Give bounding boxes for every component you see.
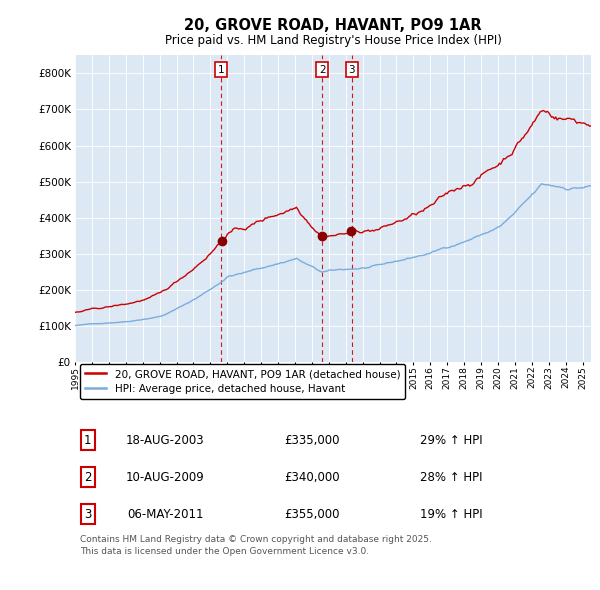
Text: 19% ↑ HPI: 19% ↑ HPI — [421, 507, 483, 520]
Text: 20, GROVE ROAD, HAVANT, PO9 1AR: 20, GROVE ROAD, HAVANT, PO9 1AR — [184, 18, 482, 32]
Text: 3: 3 — [348, 65, 355, 75]
Text: £340,000: £340,000 — [284, 471, 340, 484]
Text: 18-AUG-2003: 18-AUG-2003 — [126, 434, 205, 447]
Text: £355,000: £355,000 — [284, 507, 340, 520]
Text: 06-MAY-2011: 06-MAY-2011 — [127, 507, 203, 520]
Text: 29% ↑ HPI: 29% ↑ HPI — [421, 434, 483, 447]
Text: 1: 1 — [218, 65, 224, 75]
Text: Price paid vs. HM Land Registry's House Price Index (HPI): Price paid vs. HM Land Registry's House … — [164, 34, 502, 47]
Text: £335,000: £335,000 — [284, 434, 340, 447]
Text: 3: 3 — [84, 507, 92, 520]
Text: 10-AUG-2009: 10-AUG-2009 — [126, 471, 205, 484]
Text: 28% ↑ HPI: 28% ↑ HPI — [421, 471, 483, 484]
Legend: 20, GROVE ROAD, HAVANT, PO9 1AR (detached house), HPI: Average price, detached h: 20, GROVE ROAD, HAVANT, PO9 1AR (detache… — [80, 364, 406, 399]
Text: Contains HM Land Registry data © Crown copyright and database right 2025.
This d: Contains HM Land Registry data © Crown c… — [80, 535, 432, 556]
Text: 1: 1 — [84, 434, 92, 447]
Text: 2: 2 — [84, 471, 92, 484]
Text: 2: 2 — [319, 65, 325, 75]
